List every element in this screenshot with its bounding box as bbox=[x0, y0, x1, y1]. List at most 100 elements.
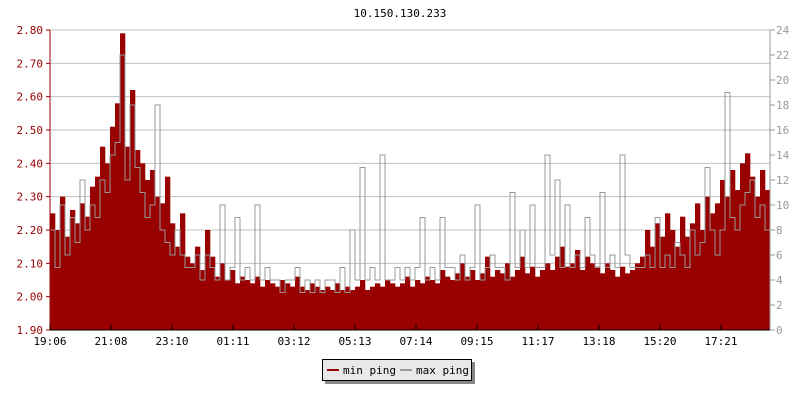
bar-min-ping bbox=[540, 270, 546, 330]
point-max-ping bbox=[457, 279, 458, 281]
point-max-ping bbox=[72, 217, 73, 218]
point-max-ping bbox=[557, 179, 558, 181]
bar-min-ping bbox=[80, 203, 86, 330]
bar-min-ping bbox=[750, 176, 756, 330]
bar-min-ping bbox=[700, 230, 706, 330]
bar-min-ping bbox=[560, 246, 566, 330]
point-max-ping bbox=[117, 142, 118, 143]
point-max-ping bbox=[402, 279, 403, 281]
point-max-ping bbox=[562, 267, 563, 268]
left-tick-label: 2.30 bbox=[17, 191, 44, 204]
point-max-ping bbox=[182, 254, 183, 256]
point-max-ping bbox=[297, 267, 298, 268]
bar-min-ping bbox=[200, 270, 206, 330]
x-tick-label: 09:15 bbox=[460, 335, 493, 348]
x-tick-label: 17:21 bbox=[704, 335, 737, 348]
bar-min-ping bbox=[460, 263, 466, 330]
bar-min-ping bbox=[140, 163, 146, 330]
point-max-ping bbox=[607, 267, 608, 268]
bar-min-ping bbox=[60, 196, 66, 330]
x-tick-label: 07:14 bbox=[399, 335, 432, 348]
bar-min-ping bbox=[330, 290, 336, 330]
x-tick-label: 11:17 bbox=[521, 335, 554, 348]
bar-min-ping bbox=[325, 286, 331, 330]
bar-min-ping bbox=[585, 256, 591, 330]
bar-min-ping bbox=[355, 286, 361, 330]
bar-min-ping bbox=[50, 213, 56, 330]
bar-min-ping bbox=[315, 286, 321, 330]
bar-min-ping bbox=[375, 283, 381, 330]
point-max-ping bbox=[732, 217, 733, 218]
legend-label-max-ping: max ping bbox=[415, 363, 469, 377]
point-max-ping bbox=[507, 279, 508, 281]
bar-min-ping bbox=[615, 276, 621, 330]
point-max-ping bbox=[657, 217, 658, 218]
point-max-ping bbox=[597, 267, 598, 268]
bar-min-ping bbox=[360, 280, 366, 330]
point-max-ping bbox=[92, 204, 93, 206]
point-max-ping bbox=[272, 279, 273, 281]
point-max-ping bbox=[462, 254, 463, 256]
point-max-ping bbox=[257, 204, 258, 206]
point-max-ping bbox=[122, 54, 123, 56]
point-max-ping bbox=[697, 254, 698, 256]
bar-min-ping bbox=[570, 263, 576, 330]
bar-min-ping bbox=[765, 190, 771, 330]
legend-swatch-min-ping bbox=[327, 369, 339, 371]
bar-min-ping bbox=[85, 216, 91, 330]
bar-min-ping bbox=[145, 180, 151, 330]
point-max-ping bbox=[387, 279, 388, 281]
point-max-ping bbox=[422, 217, 423, 218]
point-max-ping bbox=[342, 267, 343, 268]
bar-min-ping bbox=[160, 203, 166, 330]
point-max-ping bbox=[542, 267, 543, 268]
point-max-ping bbox=[137, 167, 138, 168]
bar-min-ping bbox=[390, 283, 396, 330]
bar-min-ping bbox=[550, 270, 556, 330]
bar-min-ping bbox=[280, 280, 286, 330]
point-max-ping bbox=[567, 204, 568, 206]
point-max-ping bbox=[142, 192, 143, 193]
point-max-ping bbox=[262, 279, 263, 281]
bar-min-ping bbox=[245, 280, 251, 330]
bar-min-ping bbox=[230, 270, 236, 330]
right-tick-label: 8 bbox=[776, 224, 783, 237]
point-max-ping bbox=[252, 279, 253, 281]
point-max-ping bbox=[727, 92, 728, 93]
bar-min-ping bbox=[620, 266, 626, 330]
point-max-ping bbox=[497, 267, 498, 268]
bar-min-ping bbox=[405, 276, 411, 330]
bar-min-ping bbox=[510, 276, 516, 330]
point-max-ping bbox=[717, 254, 718, 256]
point-max-ping bbox=[62, 204, 63, 206]
bar-min-ping bbox=[170, 223, 176, 330]
bar-min-ping bbox=[55, 230, 61, 330]
bar-min-ping bbox=[65, 236, 71, 330]
right-tick-label: 14 bbox=[776, 149, 790, 162]
right-tick-label: 4 bbox=[776, 274, 783, 287]
point-max-ping bbox=[702, 242, 703, 243]
point-max-ping bbox=[307, 279, 308, 281]
point-max-ping bbox=[57, 267, 58, 268]
legend-label-min-ping: min ping bbox=[343, 363, 396, 377]
bar-min-ping bbox=[240, 276, 246, 330]
bar-min-ping bbox=[340, 290, 346, 330]
bar-min-ping bbox=[555, 256, 561, 330]
point-max-ping bbox=[207, 254, 208, 256]
bar-min-ping bbox=[525, 273, 531, 330]
bar-min-ping bbox=[600, 273, 606, 330]
point-max-ping bbox=[242, 279, 243, 281]
point-max-ping bbox=[672, 267, 673, 268]
bar-min-ping bbox=[715, 203, 721, 330]
x-tick-label: 01:11 bbox=[216, 335, 249, 348]
point-max-ping bbox=[282, 292, 283, 293]
point-max-ping bbox=[237, 217, 238, 218]
point-max-ping bbox=[322, 292, 323, 293]
bar-min-ping bbox=[95, 176, 101, 330]
bar-min-ping bbox=[225, 280, 231, 330]
bar-min-ping bbox=[270, 283, 276, 330]
point-max-ping bbox=[527, 267, 528, 268]
bar-min-ping bbox=[730, 170, 736, 330]
